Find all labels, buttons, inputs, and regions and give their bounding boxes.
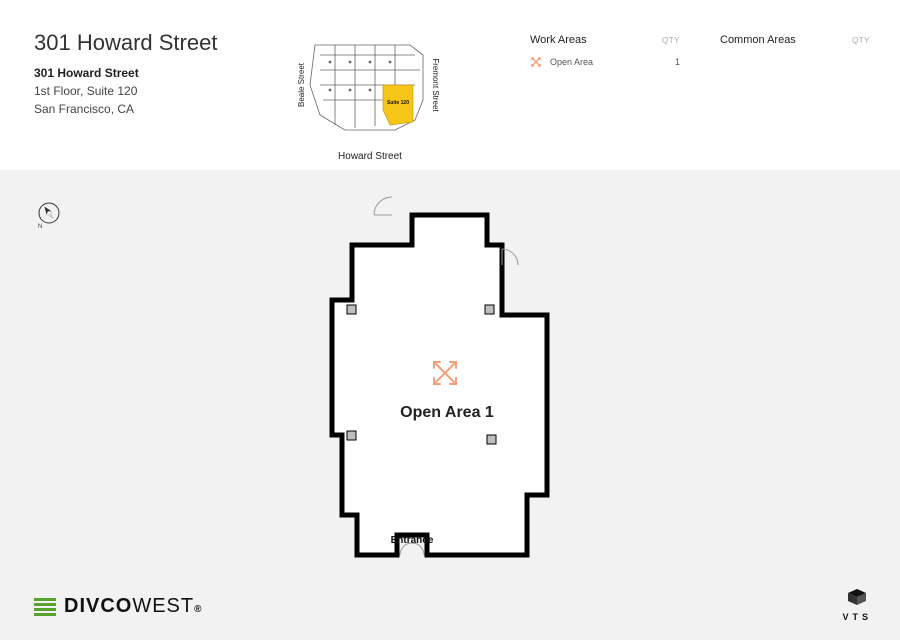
divco-bold: DIVCO bbox=[64, 595, 132, 617]
key-map-street-bottom: Howard Street bbox=[295, 151, 445, 162]
divco-wordmark: DIVCOWEST® bbox=[64, 595, 203, 618]
key-map-suite-label: Suite 120 bbox=[387, 100, 409, 106]
legend-row-label: Open Area bbox=[550, 57, 675, 67]
body-region: N Open Area 1 Entrance DIVCOWEST® VTS bbox=[0, 170, 900, 640]
divco-suffix: ® bbox=[194, 604, 202, 615]
header-region: 301 Howard Street 301 Howard Street 1st … bbox=[0, 0, 900, 170]
brand-divcowest: DIVCOWEST® bbox=[34, 595, 203, 618]
key-map: Suite 120 Beale Street Fremont Street Ho… bbox=[295, 30, 445, 162]
legend-work-areas: Work Areas QTY Open Area 1 bbox=[530, 34, 680, 68]
page-title: 301 Howard Street bbox=[34, 30, 217, 56]
compass-north-label: N bbox=[38, 224, 42, 230]
brand-vts: VTS bbox=[842, 589, 872, 622]
svg-text:Open Area 1: Open Area 1 bbox=[400, 404, 494, 421]
floor-plan: Open Area 1 Entrance bbox=[317, 185, 607, 610]
legend-work-title: Work Areas bbox=[530, 34, 587, 46]
divco-light: WEST bbox=[132, 595, 194, 617]
address-line-3: San Francisco, CA bbox=[34, 102, 217, 116]
floor-plan-svg: Open Area 1 Entrance bbox=[317, 185, 607, 605]
legend-common-qty-label: QTY bbox=[852, 36, 870, 45]
compass-icon: N bbox=[38, 202, 60, 229]
divco-bars-icon bbox=[34, 598, 56, 616]
legend-common-title: Common Areas bbox=[720, 34, 796, 46]
address-line-1: 301 Howard Street bbox=[34, 66, 217, 80]
legend-row-count: 1 bbox=[675, 57, 680, 67]
vts-logo-icon bbox=[846, 589, 868, 605]
legend-common-areas: Common Areas QTY bbox=[720, 34, 870, 46]
key-map-street-right: Fremont Street bbox=[431, 58, 440, 112]
legend-row-open-area: Open Area 1 bbox=[530, 56, 680, 68]
address-line-2: 1st Floor, Suite 120 bbox=[34, 84, 217, 98]
key-map-street-left: Beale Street bbox=[297, 62, 306, 107]
vts-label: VTS bbox=[842, 612, 872, 622]
legend-work-qty-label: QTY bbox=[662, 36, 680, 45]
expand-icon bbox=[530, 56, 542, 68]
title-block: 301 Howard Street 301 Howard Street 1st … bbox=[34, 30, 217, 116]
svg-text:Entrance: Entrance bbox=[391, 535, 434, 546]
key-map-svg: Suite 120 Beale Street Fremont Street bbox=[295, 30, 445, 145]
